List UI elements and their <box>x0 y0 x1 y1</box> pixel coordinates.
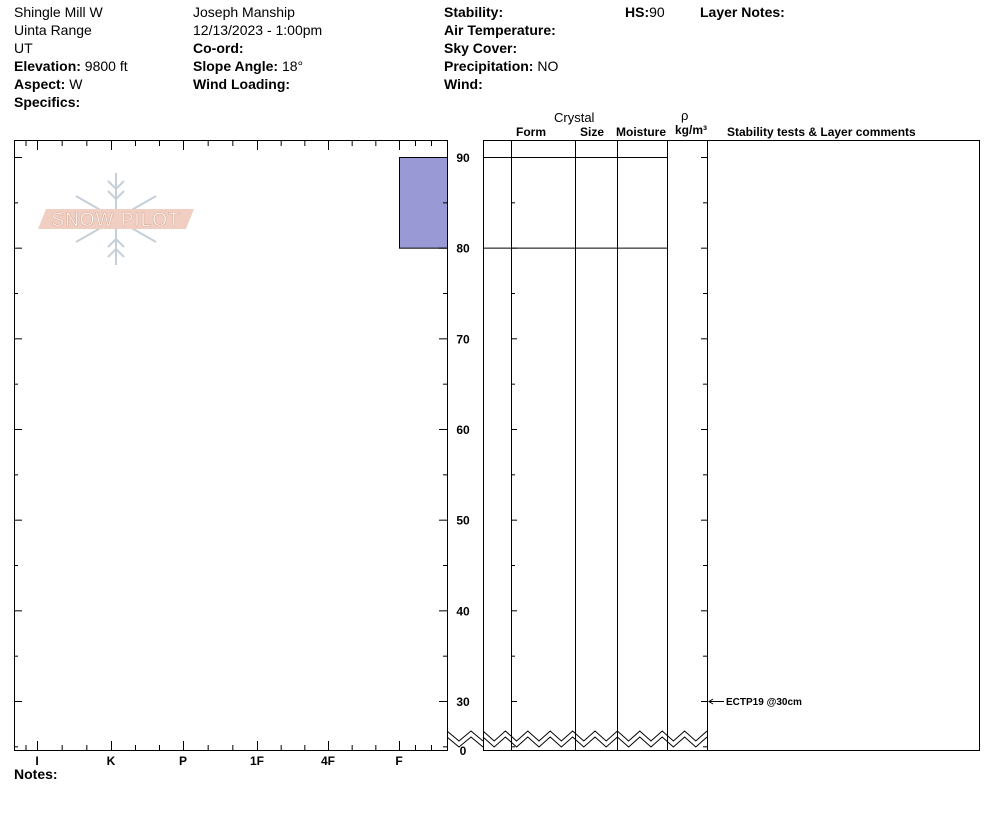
height-tick-label: 0 <box>460 744 467 758</box>
hardness-tick-label: I <box>35 754 38 768</box>
slope-field: Slope Angle: 18° <box>193 57 303 75</box>
height-tick-label: 50 <box>456 514 470 528</box>
elevation-label: Elevation: <box>14 58 81 74</box>
height-tick-label: 70 <box>456 332 470 346</box>
hardness-tick-label: 4F <box>321 754 335 768</box>
depth-break-line <box>482 730 708 742</box>
precip-value: NO <box>537 58 559 74</box>
sky-cover-label: Sky Cover: <box>444 40 518 56</box>
hs-field: HS:90 <box>625 3 665 21</box>
elevation-field: Elevation: 9800 ft <box>14 57 128 75</box>
slope-value: 18° <box>281 58 304 74</box>
comments-header: Stability tests & Layer comments <box>727 125 916 139</box>
location-text: Shingle Mill W <box>14 4 103 20</box>
aspect-field: Aspect: W <box>14 75 82 93</box>
height-tick-label: 80 <box>456 242 470 256</box>
state-text: UT <box>14 40 33 56</box>
coord-label: Co-ord: <box>193 40 244 56</box>
depth-break-line <box>446 730 484 742</box>
aspect-label: Aspect: <box>14 76 66 92</box>
moisture-header: Moisture <box>616 125 667 139</box>
height-tick-label: 30 <box>456 695 470 709</box>
hardness-layer-bar <box>399 157 448 249</box>
slope-label: Slope Angle: <box>193 58 279 74</box>
hardness-tick-label: 1F <box>250 754 264 768</box>
size-header: Size <box>580 125 605 139</box>
aspect-value: W <box>69 76 83 92</box>
datetime-text: 12/13/2023 - 1:00pm <box>193 22 323 38</box>
elevation-value: 9800 ft <box>84 58 128 74</box>
density-unit-header: kg/m³ <box>675 123 708 137</box>
precip-label: Precipitation: <box>444 58 534 74</box>
hardness-tick-label: F <box>395 754 402 768</box>
layer-table-frame <box>483 140 980 751</box>
hardness-plot-frame <box>14 140 448 751</box>
depth-break-line <box>482 736 708 748</box>
wind-label: Wind: <box>444 76 483 92</box>
notes-label: Notes: <box>14 766 58 782</box>
observer-text: Joseph Manship <box>193 4 295 20</box>
hardness-tick-label: K <box>107 754 116 768</box>
rho-header: ρ <box>681 108 689 123</box>
height-tick-label: 40 <box>456 604 470 618</box>
specifics-label: Specifics: <box>14 94 81 110</box>
stability-test-comment: ECTP19 @30cm <box>726 697 802 708</box>
precip-field: Precipitation: NO <box>444 57 558 75</box>
layer-notes-label: Layer Notes: <box>700 4 785 20</box>
hs-label: HS: <box>625 4 650 20</box>
height-tick-label: 60 <box>456 423 470 437</box>
height-tick-label: 90 <box>456 151 470 165</box>
stability-label: Stability: <box>444 4 504 20</box>
form-header: Form <box>516 125 546 139</box>
hardness-tick-label: P <box>179 754 187 768</box>
comment-arrow-icon <box>708 698 714 705</box>
wind-loading-label: Wind Loading: <box>193 76 291 92</box>
hs-value: 90 <box>649 4 665 20</box>
range-text: Uinta Range <box>14 22 92 38</box>
air-temp-label: Air Temperature: <box>444 22 556 38</box>
crystal-header: Crystal <box>554 110 595 125</box>
depth-break-line <box>446 736 484 748</box>
